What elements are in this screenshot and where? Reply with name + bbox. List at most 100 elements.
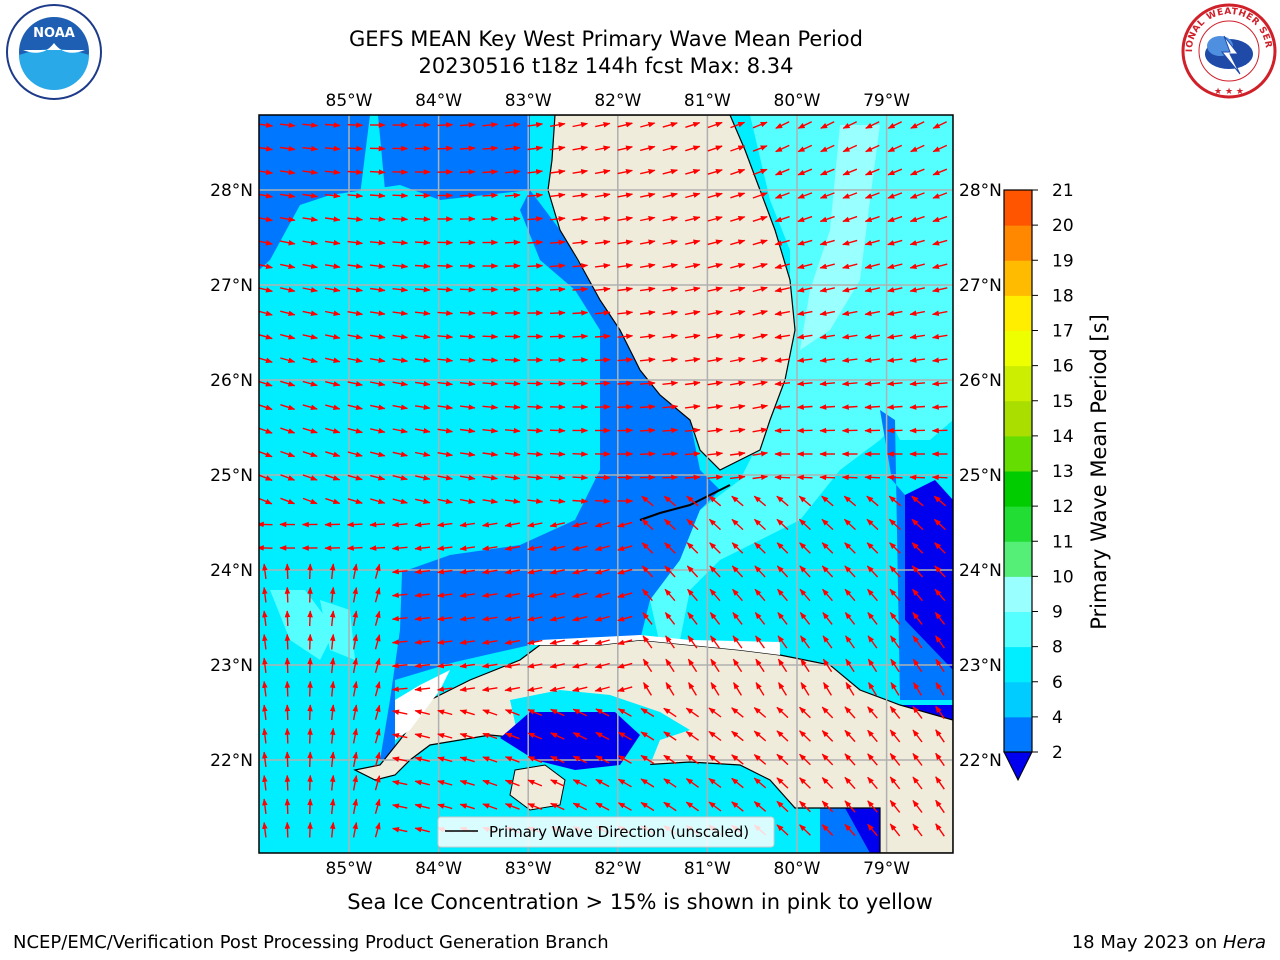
wave-arrow [415,357,431,363]
wave-arrow [459,709,475,716]
wave-arrow [639,427,656,434]
wave-arrow [753,495,767,507]
wave-arrow [617,263,634,269]
wave-arrow [890,658,900,673]
wave-arrow [685,707,700,718]
wave-arrow [686,542,699,554]
wave-arrow [572,239,589,246]
wave-arrow [280,427,296,434]
wave-arrow [459,615,476,622]
wave-arrow [324,310,341,316]
wave-arrow [864,239,880,246]
wave-arrow [279,169,296,175]
map-frame [258,114,954,854]
wave-arrow [935,635,945,649]
wave-arrow [912,752,923,766]
wave-direction-arrows [259,121,948,838]
lat-tick-left: 28°N [210,181,253,201]
wave-arrow [707,357,724,363]
wave-arrow [527,145,544,152]
colorbar-tick-label: 4 [1052,708,1063,728]
wave-arrow [437,451,454,457]
title-line-1: GEFS MEAN Key West Primary Wave Mean Per… [349,27,863,51]
wave-arrow [436,662,453,669]
wave-arrow [709,542,721,554]
land-isla-juventud [509,764,566,811]
wave-arrow [572,755,588,764]
wave-arrow [302,169,319,175]
wave-arrow [867,635,878,649]
wave-arrow [822,588,833,602]
wave-arrow [259,145,274,152]
wave-arrow [776,495,789,507]
wave-arrow [595,239,611,246]
wave-arrow [889,706,901,719]
wave-arrow [617,731,632,741]
wave-arrow [392,756,408,762]
wave-arrow [934,542,946,554]
wave-arrow [374,798,381,814]
wave-arrow [887,239,903,246]
wave-arrow [889,823,901,837]
colorbar-segment [1004,365,1032,402]
wave-arrow [685,380,701,387]
wave-arrow [352,751,358,768]
wave-arrow [482,192,499,199]
wave-arrow [709,565,721,578]
wave-arrow [821,730,834,742]
wave-arrow [504,662,521,669]
wave-arrow [821,706,834,719]
wave-arrow [819,310,836,316]
wave-arrow [346,545,363,551]
wave-arrow [730,215,746,222]
wave-arrow [730,310,746,316]
wave-arrow [482,145,499,152]
wave-arrow [329,633,336,650]
wave-arrow [284,610,291,627]
wave-arrow [302,334,318,340]
wave-arrow [259,404,273,411]
wave-arrow [685,121,701,128]
wave-arrow [527,779,543,787]
wave-arrow [687,635,698,649]
wave-arrow [391,686,408,692]
wave-arrow [867,800,878,813]
wave-arrow [732,658,743,673]
wave-arrow [459,779,475,786]
wave-arrow [527,568,543,575]
colorbar-tick-label: 11 [1052,532,1074,552]
wave-arrow [864,380,881,387]
wave-arrow [374,704,381,720]
wave-arrow [777,635,788,649]
wave-arrow [752,309,768,316]
wave-arrow [800,635,810,649]
wave-arrow [392,780,408,786]
wave-arrow [437,709,453,716]
wave-arrow [774,404,791,410]
wave-arrow [819,168,835,176]
wave-arrow [329,798,336,815]
map-legend: Primary Wave Direction (unscaled) [437,816,775,848]
wave-arrow [866,495,879,507]
wave-arrow [550,755,565,764]
wave-arrow [481,662,498,669]
wave-arrow [352,586,358,603]
wave-arrow [844,776,856,790]
wave-arrow [752,121,768,129]
map-plot-area [259,115,953,853]
wave-arrow [639,357,656,363]
wave-arrow [617,286,634,293]
wave-arrow [753,777,767,789]
wave-arrow [909,333,926,340]
wave-arrow [799,542,811,554]
wave-arrow [707,451,724,457]
lat-tick-left: 23°N [210,656,253,676]
wave-arrow [352,774,358,791]
wave-arrow [594,310,611,316]
wave-arrow [481,545,498,551]
wave-arrow [280,380,296,387]
wave-arrow [595,802,610,811]
wave-arrow [912,729,923,743]
wave-arrow [262,633,268,650]
wave-arrow [844,729,856,743]
